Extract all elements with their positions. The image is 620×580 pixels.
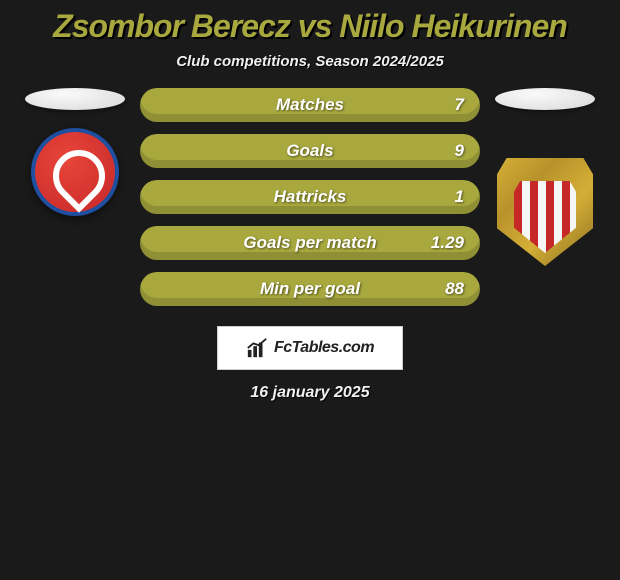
stat-row: Goals 9	[140, 134, 480, 168]
brand-badge: FcTables.com	[217, 326, 403, 370]
stat-value: 7	[455, 95, 464, 115]
left-placeholder-oval	[25, 88, 125, 110]
footer: FcTables.com 16 january 2025	[0, 326, 620, 402]
stat-value: 1	[455, 187, 464, 207]
left-side	[20, 88, 130, 216]
subtitle: Club competitions, Season 2024/2025	[0, 53, 620, 70]
bar-chart-icon	[246, 337, 268, 359]
stat-row: Goals per match 1.29	[140, 226, 480, 260]
stat-row: Matches 7	[140, 88, 480, 122]
stat-value: 9	[455, 141, 464, 161]
vs-separator: vs	[290, 8, 339, 44]
main-content: Matches 7 Goals 9 Hattricks 1 Goals per …	[0, 88, 620, 306]
comparison-card: Zsombor Berecz vs Niilo Heikurinen Club …	[0, 0, 620, 402]
brand-text: FcTables.com	[274, 339, 374, 357]
stat-row: Hattricks 1	[140, 180, 480, 214]
stat-label: Min per goal	[260, 279, 360, 299]
stat-value: 88	[445, 279, 464, 299]
right-placeholder-oval	[495, 88, 595, 110]
stat-bars: Matches 7 Goals 9 Hattricks 1 Goals per …	[140, 88, 480, 306]
right-side	[490, 88, 600, 266]
club-badge-left	[31, 128, 119, 216]
player-left-name: Zsombor Berecz	[53, 8, 290, 44]
stat-row: Min per goal 88	[140, 272, 480, 306]
player-right-name: Niilo Heikurinen	[339, 8, 567, 44]
date-text: 16 january 2025	[0, 384, 620, 402]
stat-label: Hattricks	[274, 187, 347, 207]
stat-value: 1.29	[431, 233, 464, 253]
club-badge-right	[497, 158, 593, 266]
stat-label: Goals per match	[243, 233, 376, 253]
stat-label: Matches	[276, 95, 344, 115]
stat-label: Goals	[286, 141, 333, 161]
page-title: Zsombor Berecz vs Niilo Heikurinen	[0, 8, 620, 45]
club-badge-right-shield	[514, 181, 576, 253]
